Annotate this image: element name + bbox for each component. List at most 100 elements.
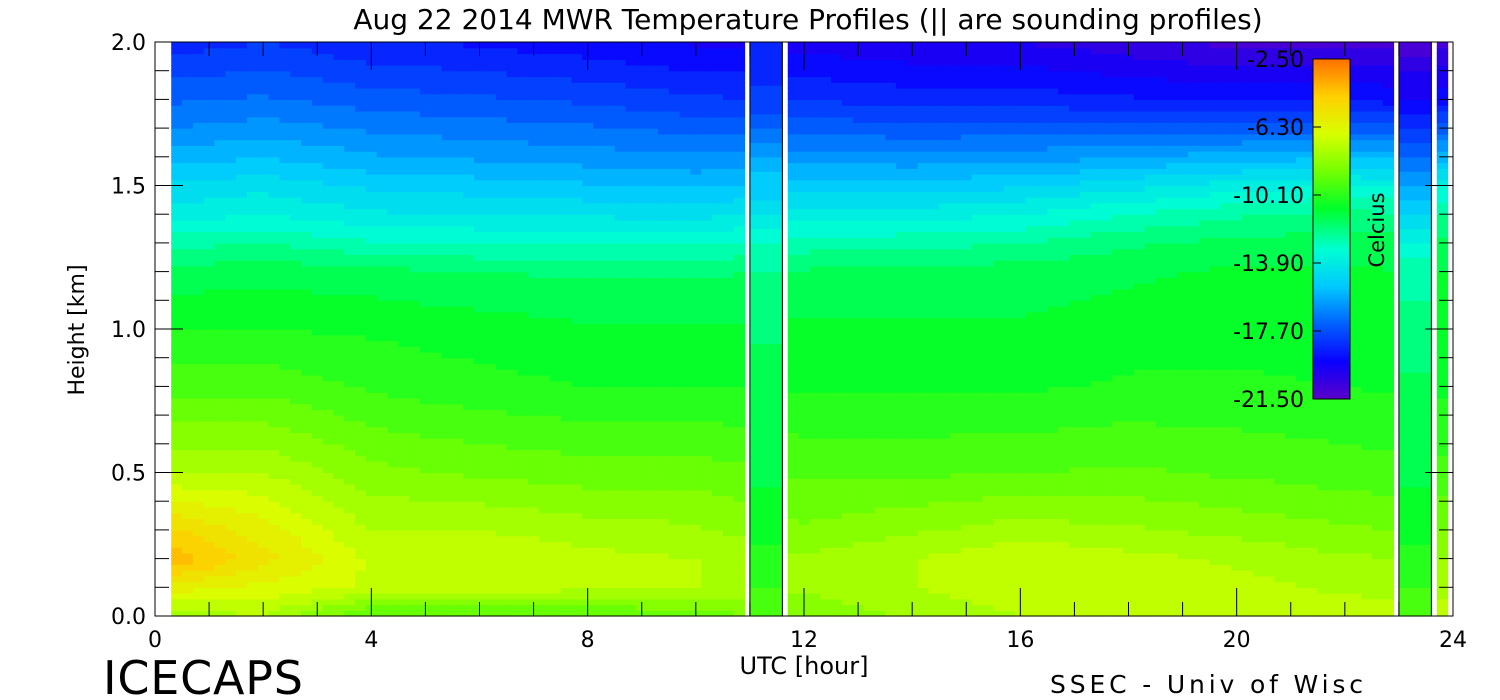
heatmap-cell bbox=[603, 53, 616, 60]
heatmap-cell bbox=[376, 214, 389, 221]
heatmap-cell bbox=[625, 386, 637, 393]
heatmap-cell bbox=[657, 455, 670, 462]
heatmap-cell bbox=[257, 581, 270, 588]
heatmap-cell bbox=[614, 185, 627, 192]
heatmap-cell bbox=[344, 191, 356, 198]
heatmap-cell bbox=[657, 489, 670, 497]
heatmap-cell bbox=[528, 248, 540, 255]
heatmap-cell bbox=[192, 191, 205, 198]
heatmap-cell bbox=[333, 133, 345, 141]
heatmap-cell bbox=[582, 570, 594, 577]
heatmap-cell bbox=[452, 363, 464, 370]
heatmap-cell bbox=[268, 478, 280, 485]
heatmap-cell bbox=[301, 581, 313, 588]
heatmap-cell bbox=[311, 420, 324, 428]
heatmap-cell bbox=[452, 306, 464, 313]
heatmap-cell bbox=[355, 248, 367, 255]
heatmap-cell bbox=[279, 185, 291, 192]
heatmap-cell bbox=[625, 214, 637, 221]
heatmap-cell bbox=[311, 363, 324, 370]
heatmap-cell bbox=[484, 409, 497, 416]
heatmap-cell bbox=[701, 392, 713, 399]
heatmap-cell bbox=[679, 472, 692, 479]
heatmap-cell bbox=[333, 242, 345, 250]
heatmap-cell bbox=[355, 311, 367, 319]
heatmap-cell bbox=[311, 145, 324, 152]
heatmap-cell bbox=[355, 133, 367, 141]
heatmap-cell bbox=[528, 174, 540, 181]
heatmap-cell bbox=[484, 449, 497, 456]
heatmap-cell bbox=[246, 116, 259, 123]
heatmap-cell bbox=[387, 82, 399, 89]
heatmap-cell bbox=[387, 116, 399, 123]
heatmap-cell bbox=[701, 145, 713, 152]
heatmap-cell bbox=[430, 403, 443, 410]
heatmap-cell bbox=[409, 294, 421, 301]
heatmap-cell bbox=[387, 449, 399, 456]
heatmap-cell bbox=[257, 415, 270, 422]
heatmap-cell bbox=[225, 593, 237, 600]
heatmap-cell bbox=[528, 64, 540, 72]
heatmap-cell bbox=[495, 374, 508, 382]
heatmap-cell bbox=[301, 122, 313, 129]
heatmap-cell bbox=[452, 403, 464, 410]
heatmap-cell bbox=[441, 323, 454, 330]
heatmap-cell bbox=[571, 156, 583, 164]
heatmap-cell bbox=[560, 145, 573, 152]
heatmap-cell bbox=[517, 529, 529, 537]
heatmap-cell bbox=[528, 461, 540, 468]
heatmap-cell bbox=[636, 214, 648, 221]
heatmap-cell bbox=[420, 53, 432, 60]
heatmap-cell bbox=[311, 432, 324, 439]
heatmap-cell bbox=[420, 415, 432, 422]
heatmap-cell bbox=[430, 311, 443, 319]
heatmap-cell bbox=[398, 174, 410, 181]
heatmap-cell bbox=[528, 478, 540, 485]
heatmap-cell bbox=[549, 196, 562, 204]
heatmap-cell bbox=[560, 518, 573, 525]
heatmap-cell bbox=[365, 317, 378, 324]
heatmap-cell bbox=[279, 432, 291, 439]
heatmap-cell bbox=[517, 191, 529, 198]
heatmap-cell bbox=[322, 541, 335, 548]
heatmap-cell bbox=[495, 415, 508, 422]
heatmap-cell bbox=[333, 116, 345, 123]
heatmap-cell bbox=[192, 59, 205, 66]
heatmap-cell bbox=[387, 610, 399, 617]
heatmap-cell bbox=[614, 254, 627, 261]
heatmap-cell bbox=[236, 524, 248, 531]
heatmap-cell bbox=[495, 535, 508, 542]
heatmap-cell bbox=[398, 317, 410, 324]
heatmap-cell bbox=[690, 237, 702, 244]
heatmap-cell bbox=[668, 420, 681, 428]
heatmap-cell bbox=[484, 478, 497, 485]
heatmap-cell bbox=[236, 42, 248, 49]
heatmap-cell bbox=[647, 552, 659, 560]
heatmap-cell bbox=[322, 575, 335, 583]
heatmap-cell bbox=[182, 174, 194, 181]
heatmap-cell bbox=[387, 47, 399, 55]
heatmap-cell bbox=[441, 541, 454, 548]
heatmap-cell bbox=[182, 340, 194, 347]
heatmap-cell bbox=[290, 357, 302, 365]
heatmap-cell bbox=[409, 237, 421, 244]
heatmap-cell bbox=[279, 70, 291, 78]
heatmap-cell bbox=[333, 340, 345, 347]
heatmap-cell bbox=[582, 346, 594, 353]
heatmap-cell bbox=[409, 219, 421, 227]
heatmap-cell bbox=[484, 93, 497, 100]
heatmap-cell bbox=[484, 196, 497, 204]
heatmap-cell bbox=[603, 59, 616, 66]
heatmap-cell bbox=[387, 380, 399, 387]
heatmap-cell bbox=[301, 306, 313, 313]
heatmap-cell bbox=[506, 380, 518, 387]
heatmap-cell bbox=[182, 351, 194, 359]
heatmap-cell bbox=[528, 438, 540, 445]
heatmap-cell bbox=[236, 397, 248, 405]
heatmap-cell bbox=[603, 300, 616, 307]
heatmap-cell bbox=[538, 581, 551, 588]
heatmap-cell bbox=[571, 145, 583, 152]
heatmap-cell bbox=[355, 598, 367, 606]
heatmap-cell bbox=[441, 311, 454, 319]
